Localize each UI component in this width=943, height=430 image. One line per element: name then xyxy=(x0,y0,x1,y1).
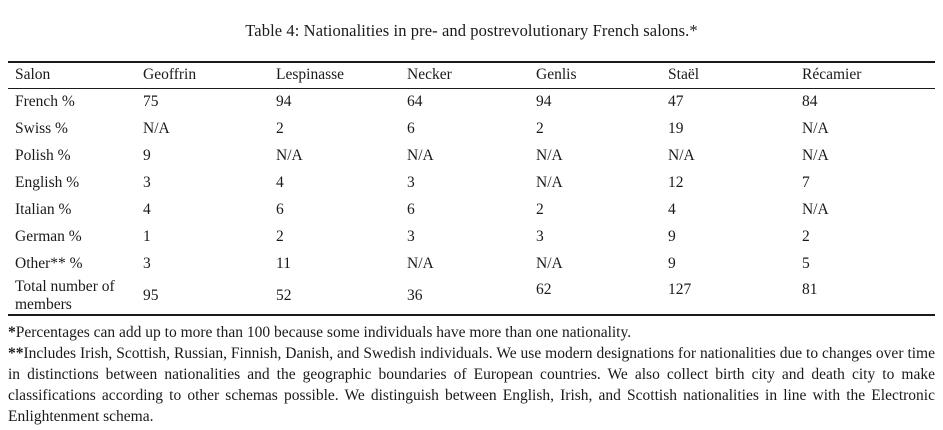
table-cell: 95 xyxy=(143,286,159,304)
column-header-stael: Staël xyxy=(666,62,800,89)
table-row-french: French % 75 94 64 94 47 84 xyxy=(8,88,935,115)
table-cell: 84 xyxy=(801,92,818,110)
table-cell: 2 xyxy=(801,227,810,245)
table-cell: 4 xyxy=(276,173,284,191)
table-cell: 3 xyxy=(407,227,415,245)
table-cell: 2 xyxy=(276,227,284,245)
table-cell: 7 xyxy=(801,173,810,191)
nationalities-table: Salon Geoffrin Lespinasse Necker Genlis … xyxy=(8,61,935,316)
table-cell: 5 xyxy=(801,254,810,272)
table-cell: N/A xyxy=(668,146,695,164)
table-cell: N/A xyxy=(276,146,303,164)
table-cell: 94 xyxy=(276,92,292,110)
table-cell: 2 xyxy=(536,119,544,137)
table-caption: Table 4: Nationalities in pre- and postr… xyxy=(245,21,698,40)
table-cell: 2 xyxy=(536,200,544,218)
table-cell: 127 xyxy=(668,281,692,298)
table-cell: 3 xyxy=(407,173,415,191)
table-cell: 6 xyxy=(276,200,284,218)
row-label: German % xyxy=(15,227,82,245)
table-cell: 36 xyxy=(407,286,423,304)
table-row-total: Total number of members 95 52 36 62 127 … xyxy=(8,277,935,315)
row-label: Polish % xyxy=(15,146,71,164)
row-label: Swiss % xyxy=(15,119,68,137)
table-cell: N/A xyxy=(407,146,434,164)
table-cell: 9 xyxy=(668,227,676,245)
row-label: French % xyxy=(15,92,75,110)
table-row-italian: Italian % 4 6 6 2 4 N/A xyxy=(8,196,935,223)
table-cell: N/A xyxy=(143,119,170,137)
table-cell: 19 xyxy=(668,119,684,137)
footnote-1-marker: * xyxy=(8,324,16,341)
table-cell: N/A xyxy=(536,254,563,272)
table-cell: N/A xyxy=(801,119,829,137)
column-header-recamier: Récamier xyxy=(799,62,935,89)
column-header-geoffrin: Geoffrin xyxy=(141,62,275,89)
table-cell: 9 xyxy=(143,146,151,164)
footnote-1-text: Percentages can add up to more than 100 … xyxy=(15,324,632,341)
table-cell: 4 xyxy=(668,200,676,218)
table-row-german: German % 1 2 3 3 9 2 xyxy=(8,223,935,250)
column-header-lespinasse: Lespinasse xyxy=(274,62,406,89)
table-cell: 52 xyxy=(276,286,292,304)
table-cell: N/A xyxy=(536,146,563,164)
column-header-genlis: Genlis xyxy=(534,62,667,89)
table-row-polish: Polish % 9 N/A N/A N/A N/A N/A xyxy=(8,142,935,169)
row-label: Other** % xyxy=(15,254,83,272)
footnote-2: **Includes Irish, Scottish, Russian, Fin… xyxy=(8,343,935,427)
header-row: Salon Geoffrin Lespinasse Necker Genlis … xyxy=(8,62,935,89)
table-cell: 3 xyxy=(143,173,151,191)
table-row-english: English % 3 4 3 N/A 12 7 xyxy=(8,169,935,196)
table-cell: 64 xyxy=(407,92,423,110)
table-cell: 75 xyxy=(143,92,159,110)
table-row-swiss: Swiss % N/A 2 6 2 19 N/A xyxy=(8,115,935,142)
footnotes-section: *Percentages can add up to more than 100… xyxy=(8,322,935,427)
footnote-1: *Percentages can add up to more than 100… xyxy=(8,322,935,343)
table-cell: 1 xyxy=(143,227,151,245)
table-cell: 62 xyxy=(536,281,552,298)
row-label: English % xyxy=(15,173,80,191)
table-cell: 94 xyxy=(536,92,552,110)
table-cell: 11 xyxy=(276,254,291,272)
table-cell: 12 xyxy=(668,173,684,191)
table-cell: 3 xyxy=(536,227,544,245)
table-cell: N/A xyxy=(536,173,563,191)
table-cell: N/A xyxy=(801,146,829,164)
row-label: Total number of members xyxy=(15,277,115,313)
table-cell: 2 xyxy=(276,119,284,137)
row-label: Italian % xyxy=(15,200,72,218)
table-cell: 9 xyxy=(668,254,676,272)
column-header-necker: Necker xyxy=(405,62,535,89)
table-cell: 3 xyxy=(143,254,151,272)
footnote-2-marker: ** xyxy=(8,345,24,362)
table-cell: N/A xyxy=(407,254,434,272)
table-cell: 81 xyxy=(801,281,818,298)
table-cell: 4 xyxy=(143,200,151,218)
table-row-other: Other** % 3 11 N/A N/A 9 5 xyxy=(8,250,935,277)
column-header-salon: Salon xyxy=(8,62,142,89)
table-cell: 6 xyxy=(407,119,415,137)
table-cell: 6 xyxy=(407,200,415,218)
table-cell: N/A xyxy=(801,200,829,218)
footnote-2-text: Includes Irish, Scottish, Russian, Finni… xyxy=(8,345,935,425)
table-cell: 47 xyxy=(668,92,684,110)
